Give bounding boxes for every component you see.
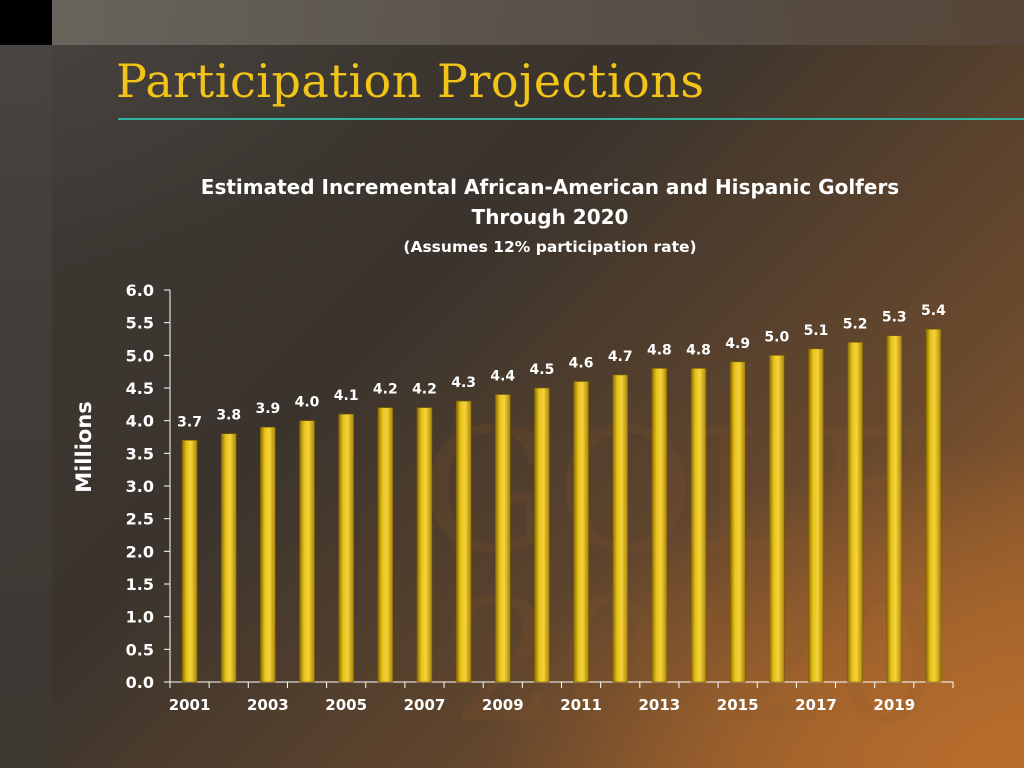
data-label: 4.6 bbox=[569, 355, 594, 371]
bar-2012 bbox=[612, 374, 629, 683]
data-label: 5.1 bbox=[804, 323, 829, 339]
bar-2019 bbox=[886, 335, 903, 683]
bar-2009 bbox=[494, 394, 511, 683]
x-tick-label: 2009 bbox=[482, 696, 524, 714]
x-tick-label: 2015 bbox=[717, 696, 759, 714]
chart-title-line-2: Through 2020 bbox=[471, 205, 629, 229]
y-tick-label: 1.5 bbox=[126, 575, 154, 594]
data-label: 5.4 bbox=[921, 303, 946, 319]
y-tick-label: 0.0 bbox=[126, 673, 154, 692]
y-tick-label: 2.5 bbox=[126, 510, 154, 529]
y-tick-label: 3.0 bbox=[126, 477, 154, 496]
data-label: 4.7 bbox=[608, 349, 633, 365]
data-label: 4.2 bbox=[412, 382, 437, 398]
bar-2004 bbox=[299, 420, 315, 683]
chart-subtitle: (Assumes 12% participation rate) bbox=[403, 238, 697, 256]
bar-2014 bbox=[690, 368, 707, 683]
data-label: 5.2 bbox=[843, 316, 868, 332]
data-label: 4.4 bbox=[490, 369, 515, 385]
y-tick-label: 1.0 bbox=[126, 608, 154, 627]
data-label: 4.9 bbox=[725, 336, 750, 352]
bar-2008 bbox=[455, 400, 472, 683]
x-tick-label: 2001 bbox=[169, 696, 211, 714]
title-rule bbox=[118, 118, 1024, 120]
x-tick-label: 2019 bbox=[873, 696, 915, 714]
y-tick-label: 4.5 bbox=[126, 379, 154, 398]
bar-2002 bbox=[220, 433, 237, 683]
data-label: 4.1 bbox=[334, 388, 359, 404]
x-tick-label: 2017 bbox=[795, 696, 837, 714]
chart-title: Estimated Incremental African-American a… bbox=[200, 175, 900, 199]
data-label: 4.5 bbox=[530, 362, 555, 378]
x-tick-label: 2005 bbox=[325, 696, 367, 714]
data-label: 3.7 bbox=[177, 414, 202, 430]
data-label: 4.3 bbox=[451, 375, 476, 391]
x-tick-label: 2007 bbox=[404, 696, 446, 714]
bar-2017 bbox=[808, 348, 824, 683]
x-tick-label: 2011 bbox=[560, 696, 602, 714]
y-tick-label: 6.0 bbox=[126, 281, 154, 300]
data-label: 4.8 bbox=[686, 342, 711, 358]
left-band bbox=[0, 45, 52, 768]
data-label: 4.2 bbox=[373, 382, 398, 398]
y-tick-label: 5.0 bbox=[126, 346, 154, 365]
bar-2015 bbox=[729, 361, 746, 683]
data-label: 4.0 bbox=[295, 395, 320, 411]
bar-2006 bbox=[377, 407, 394, 683]
y-tick-label: 5.5 bbox=[126, 314, 154, 333]
y-tick-label: 0.5 bbox=[126, 640, 154, 659]
corner-block bbox=[0, 0, 52, 45]
bar-2005 bbox=[338, 413, 354, 683]
x-tick-label: 2013 bbox=[639, 696, 681, 714]
bar-2020 bbox=[925, 328, 942, 683]
bar-2016 bbox=[769, 355, 785, 683]
bar-2011 bbox=[573, 381, 589, 683]
y-tick-label: 2.0 bbox=[126, 542, 154, 561]
bar-2007 bbox=[416, 407, 433, 683]
bar-2018 bbox=[847, 341, 863, 683]
page-title: Participation Projections bbox=[116, 54, 705, 108]
data-label: 3.8 bbox=[216, 408, 241, 424]
y-tick-label: 3.5 bbox=[126, 444, 154, 463]
data-label: 5.0 bbox=[764, 329, 789, 345]
data-label: 4.8 bbox=[647, 342, 672, 358]
data-label: 5.3 bbox=[882, 310, 907, 326]
bar-2013 bbox=[651, 368, 668, 683]
bar-2010 bbox=[534, 387, 550, 683]
y-tick-label: 4.0 bbox=[126, 412, 154, 431]
x-tick-label: 2003 bbox=[247, 696, 289, 714]
bar-2001 bbox=[181, 439, 198, 683]
bar-2003 bbox=[260, 426, 276, 683]
top-band bbox=[52, 0, 1024, 45]
data-label: 3.9 bbox=[255, 401, 280, 417]
